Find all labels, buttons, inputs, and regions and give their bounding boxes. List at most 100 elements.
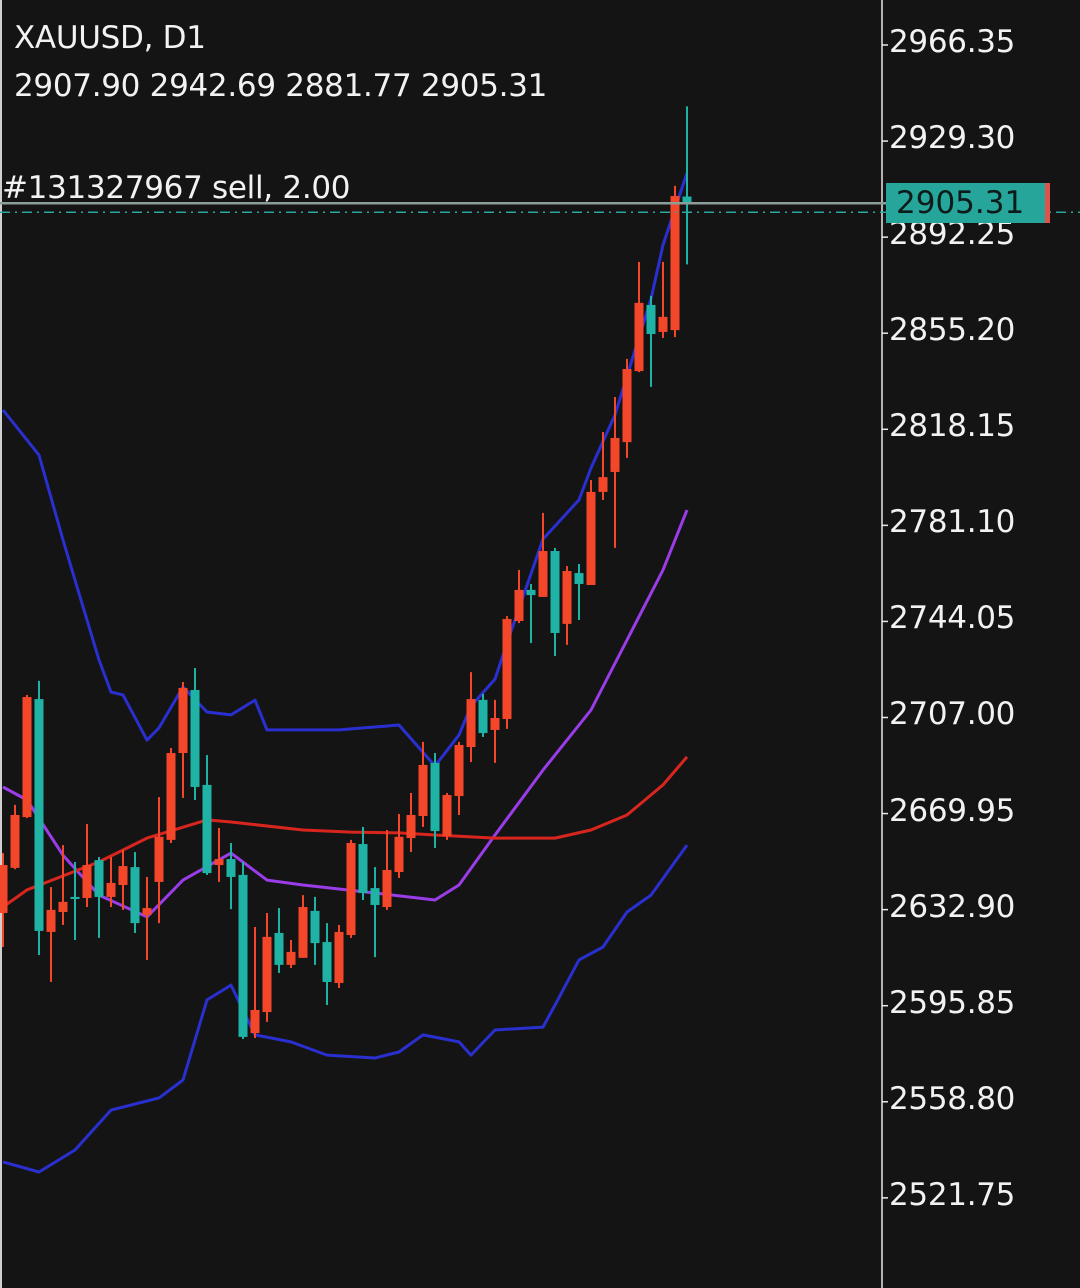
candle — [454, 741, 464, 815]
candle-body — [154, 836, 164, 882]
price-tick-label: 2818.15 — [889, 408, 1016, 445]
candle — [58, 845, 68, 925]
candle — [418, 741, 428, 827]
candle-body — [166, 753, 176, 840]
candle — [106, 856, 116, 908]
candle-body — [10, 814, 20, 868]
candle — [526, 583, 536, 644]
candle-body — [478, 699, 488, 734]
candle-body — [406, 814, 416, 839]
candle — [598, 432, 608, 500]
candle-body — [586, 491, 596, 585]
order-label[interactable]: #131327967 sell, 2.00 — [2, 170, 351, 206]
candle — [118, 849, 128, 910]
candle-body — [682, 196, 692, 204]
candle — [34, 680, 44, 956]
candle-body — [466, 699, 476, 748]
candle-body — [310, 910, 320, 944]
candle-body — [286, 951, 296, 965]
candle-body — [322, 942, 332, 982]
indicator-bb-lower — [2, 844, 689, 1174]
candle-body — [442, 795, 452, 836]
price-axis-ticks — [882, 44, 888, 1199]
candle-body — [550, 551, 560, 633]
candle — [538, 512, 548, 597]
candle-body — [622, 368, 632, 443]
candle — [682, 106, 692, 265]
candle — [610, 396, 620, 548]
indicator-lines — [1, 172, 689, 1174]
candle-body — [658, 316, 668, 332]
candle — [562, 566, 572, 645]
candle — [22, 694, 32, 819]
candle — [46, 887, 56, 982]
candle — [622, 358, 632, 458]
candle-body — [250, 1009, 260, 1034]
candle — [406, 792, 416, 853]
candle — [0, 853, 8, 947]
candle-body — [646, 304, 656, 334]
candle — [310, 896, 320, 965]
price-tick-label: 2781.10 — [889, 504, 1016, 541]
candle-body — [394, 836, 404, 873]
candle — [346, 839, 356, 938]
symbol-title: XAUUSD, D1 — [14, 20, 206, 56]
candle — [322, 923, 332, 1006]
candle-body — [430, 762, 440, 832]
ohlc-readout: 2907.90 2942.69 2881.77 2905.31 — [14, 68, 548, 104]
candle-body — [226, 859, 236, 877]
candle-body — [382, 869, 392, 908]
candle — [94, 856, 104, 938]
candle — [502, 616, 512, 729]
indicator-ma-fast — [2, 509, 689, 919]
candle — [82, 824, 92, 908]
candle-body — [490, 718, 500, 730]
candle-body — [22, 697, 32, 818]
candle-body — [358, 844, 368, 894]
candle — [214, 827, 224, 882]
candle — [442, 792, 452, 840]
candle-body — [562, 570, 572, 624]
candle — [358, 826, 368, 901]
candle-body — [346, 842, 356, 936]
candle — [670, 185, 680, 338]
candle — [190, 667, 200, 800]
candles — [0, 106, 692, 1040]
candle-body — [418, 764, 428, 817]
candle — [238, 861, 248, 1040]
candle-body — [526, 589, 536, 596]
candle-body — [70, 896, 80, 900]
candle-body — [190, 690, 200, 787]
candle-body — [274, 932, 284, 965]
indicator-ma-slow — [2, 755, 689, 909]
candle — [286, 939, 296, 968]
candle-body — [46, 909, 56, 932]
candle-body — [370, 888, 380, 905]
candle-body — [574, 573, 584, 584]
candle — [550, 547, 560, 657]
candle-body — [94, 860, 104, 897]
candle-body — [178, 687, 188, 754]
candle — [250, 927, 260, 1038]
price-tick-label: 2558.80 — [889, 1080, 1016, 1117]
candle — [10, 804, 20, 870]
candle — [142, 876, 152, 960]
candle — [166, 748, 176, 843]
candle-body — [454, 744, 464, 797]
candle — [586, 479, 596, 585]
candle — [634, 261, 644, 373]
candle-body — [670, 196, 680, 331]
candle-body — [514, 589, 524, 622]
candle-body — [610, 437, 620, 472]
candle — [334, 924, 344, 988]
candle-body — [0, 865, 8, 914]
candle — [274, 908, 284, 973]
candle-body — [58, 901, 68, 912]
candle-body — [598, 477, 608, 492]
candle — [490, 699, 500, 763]
candle — [382, 830, 392, 910]
candle — [178, 681, 188, 798]
current-price-tag: 2905.31 — [886, 183, 1050, 224]
indicator-bb-upper — [1, 172, 689, 768]
